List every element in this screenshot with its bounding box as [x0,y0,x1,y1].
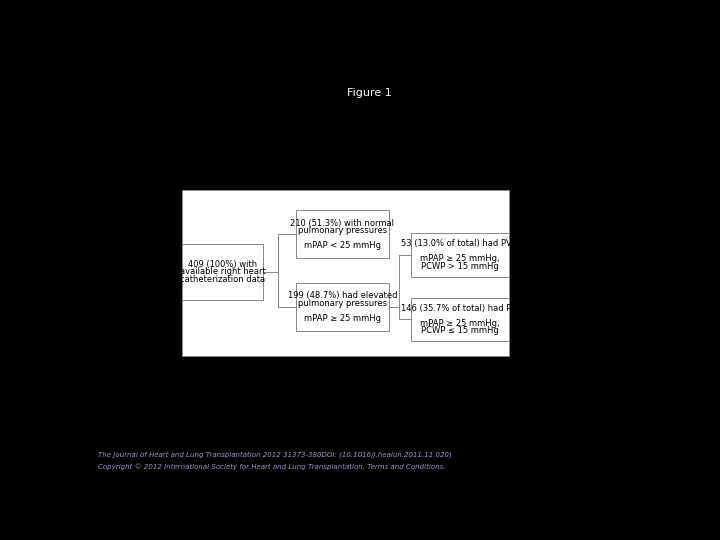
FancyBboxPatch shape [297,210,389,258]
Text: mPAP < 25 mmHg: mPAP < 25 mmHg [304,241,381,250]
Text: catheterization data: catheterization data [180,275,265,284]
Text: pulmonary pressures: pulmonary pressures [298,226,387,235]
Text: Figure 1: Figure 1 [346,87,392,98]
Text: available right heart: available right heart [180,267,266,276]
Text: 210 (51.3%) with normal: 210 (51.3%) with normal [290,219,395,227]
Text: 53 (13.0% of total) had PVH: 53 (13.0% of total) had PVH [401,239,518,248]
Text: Copyright © 2012 International Society for Heart and Lung Transplantation. Terms: Copyright © 2012 International Society f… [99,463,446,470]
Text: 146 (35.7% of total) had PH: 146 (35.7% of total) had PH [401,304,518,313]
Text: mPAP ≥ 25 mmHg,: mPAP ≥ 25 mmHg, [420,254,500,264]
FancyBboxPatch shape [182,244,263,300]
FancyBboxPatch shape [297,283,389,331]
Text: The Journal of Heart and Lung Transplantation 2012 31373-380DOI: (10.1016/j.heal: The Journal of Heart and Lung Transplant… [99,451,452,458]
Text: 199 (48.7%) had elevated: 199 (48.7%) had elevated [288,291,397,300]
FancyBboxPatch shape [411,233,508,277]
Text: PCWP > 15 mmHg: PCWP > 15 mmHg [420,262,498,271]
Text: 409 (100%) with: 409 (100%) with [188,260,257,269]
Text: mPAP ≥ 25 mmHg,: mPAP ≥ 25 mmHg, [420,319,500,328]
FancyBboxPatch shape [411,298,508,341]
Text: mPAP ≥ 25 mmHg: mPAP ≥ 25 mmHg [304,314,381,323]
Text: PCWP ≤ 15 mmHg: PCWP ≤ 15 mmHg [420,326,498,335]
Text: pulmonary pressures: pulmonary pressures [298,299,387,308]
FancyBboxPatch shape [182,190,508,356]
